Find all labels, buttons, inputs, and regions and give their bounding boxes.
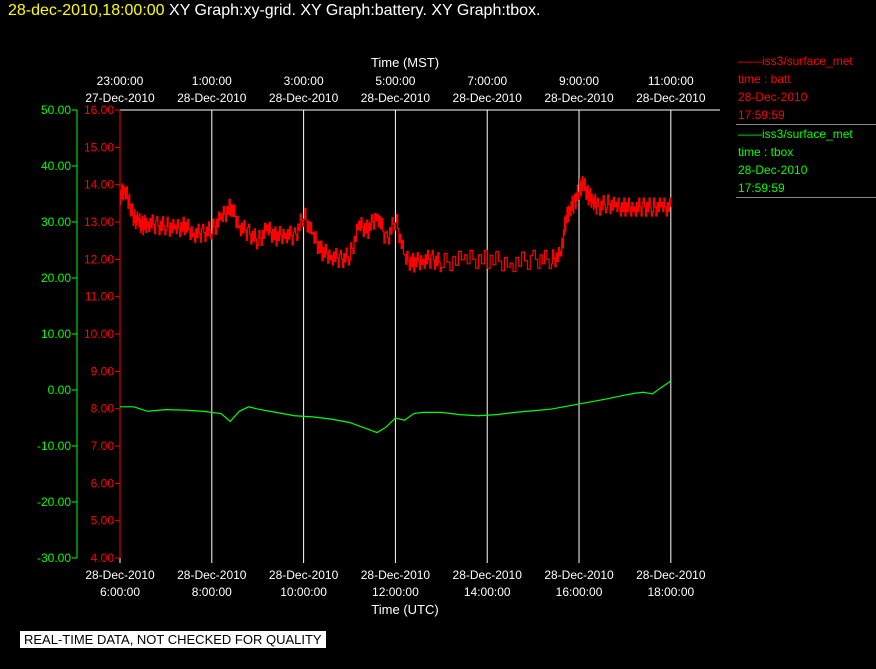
- x-top-tick-label-time: 1:00:00: [192, 74, 232, 88]
- series-line-batt: [119, 176, 672, 273]
- legend-separator: [736, 197, 876, 198]
- quality-disclaimer: REAL-TIME DATA, NOT CHECKED FOR QUALITY: [20, 631, 326, 648]
- x-top-tick-label-date: 28-Dec-2010: [636, 91, 706, 105]
- x-top-tick-label-date: 28-Dec-2010: [269, 91, 339, 105]
- x-top-tick-label-date: 28-Dec-2010: [453, 91, 523, 105]
- x-top-tick-label-date: 28-Dec-2010: [544, 91, 614, 105]
- legend-variable-tbox: time : tbox: [738, 145, 794, 159]
- x-bottom-axis-title: Time (UTC): [371, 602, 438, 617]
- y-tick-label-tbox: 30.00: [41, 215, 71, 229]
- graph-header: 28-dec-2010,18:00:00 XY Graph:xy-grid. X…: [8, 2, 540, 20]
- legend-date-tbox: 28-Dec-2010: [738, 163, 808, 177]
- y-tick-label-batt: 6.00: [91, 476, 115, 490]
- y-tick-label-tbox: -30.00: [37, 551, 71, 565]
- legend-time-batt: 17:59:59: [738, 108, 785, 122]
- legend-separator: [736, 124, 876, 125]
- x-tick-label-date: 28-Dec-2010: [453, 568, 523, 582]
- x-top-tick-label-date: 28-Dec-2010: [361, 91, 431, 105]
- legend-date-batt: 28-Dec-2010: [738, 90, 808, 104]
- y-tick-label-batt: 12.00: [84, 252, 114, 266]
- y-tick-label-batt: 8.00: [91, 402, 115, 416]
- header-timestamp: 28-dec-2010,18:00:00: [8, 2, 165, 19]
- y-tick-label-batt: 4.00: [91, 551, 115, 565]
- y-tick-label-tbox: -20.00: [37, 495, 71, 509]
- x-tick-label-date: 28-Dec-2010: [544, 568, 614, 582]
- x-tick-label-time: 12:00:00: [372, 585, 419, 599]
- y-tick-label-batt: 13.00: [84, 215, 114, 229]
- y-tick-label-tbox: 10.00: [41, 327, 71, 341]
- y-tick-label-tbox: 40.00: [41, 159, 71, 173]
- legend-variable-batt: time : batt: [738, 72, 791, 86]
- x-top-tick-label-time: 9:00:00: [559, 74, 599, 88]
- x-tick-label-date: 28-Dec-2010: [361, 568, 431, 582]
- x-tick-label-time: 6:00:00: [100, 585, 140, 599]
- x-tick-label-time: 18:00:00: [647, 585, 694, 599]
- y-tick-label-batt: 14.00: [84, 178, 114, 192]
- y-tick-label-batt: 16.00: [84, 103, 114, 117]
- y-tick-label-tbox: 0.00: [48, 383, 72, 397]
- legend-swatch-tbox: ——: [738, 127, 762, 141]
- x-tick-label-date: 28-Dec-2010: [269, 568, 339, 582]
- x-tick-label-time: 14:00:00: [464, 585, 511, 599]
- x-tick-label-date: 28-Dec-2010: [85, 568, 155, 582]
- x-tick-label-time: 10:00:00: [280, 585, 327, 599]
- x-top-axis-title: Time (MST): [371, 55, 439, 70]
- x-top-tick-label-time: 7:00:00: [467, 74, 507, 88]
- legend-time-tbox: 17:59:59: [738, 181, 785, 195]
- legend-item-tbox: ——iss3/surface_met time : tbox 28-Dec-20…: [736, 125, 876, 197]
- y-tick-label-batt: 7.00: [91, 439, 115, 453]
- y-tick-label-batt: 9.00: [91, 364, 115, 378]
- legend-swatch-batt: ——: [738, 54, 762, 68]
- x-tick-label-time: 16:00:00: [556, 585, 603, 599]
- legend-item-batt: ——iss3/surface_met time : batt 28-Dec-20…: [736, 52, 876, 124]
- x-tick-label-date: 28-Dec-2010: [636, 568, 706, 582]
- x-top-tick-label-time: 3:00:00: [284, 74, 324, 88]
- legend-source-batt: iss3/surface_met: [762, 54, 853, 68]
- y-tick-label-batt: 11.00: [85, 290, 114, 304]
- y-tick-label-batt: 15.00: [84, 140, 114, 154]
- x-top-tick-label-time: 23:00:00: [97, 74, 144, 88]
- x-tick-label-date: 28-Dec-2010: [177, 568, 247, 582]
- y-tick-label-batt: 10.00: [84, 327, 114, 341]
- x-top-tick-label-date: 27-Dec-2010: [85, 91, 155, 105]
- x-tick-label-time: 8:00:00: [192, 585, 232, 599]
- header-graph-list: XY Graph:xy-grid. XY Graph:battery. XY G…: [169, 2, 541, 19]
- x-top-tick-label-time: 11:00:00: [648, 74, 694, 88]
- x-top-tick-label-time: 5:00:00: [375, 74, 415, 88]
- legend: ——iss3/surface_met time : batt 28-Dec-20…: [736, 52, 876, 198]
- series-line-tbox: [120, 380, 672, 434]
- y-tick-label-batt: 5.00: [91, 514, 115, 528]
- y-tick-label-tbox: 20.00: [41, 271, 71, 285]
- y-tick-label-tbox: -10.00: [37, 439, 71, 453]
- x-top-tick-label-date: 28-Dec-2010: [177, 91, 247, 105]
- y-tick-label-tbox: 50.00: [41, 103, 71, 117]
- legend-source-tbox: iss3/surface_met: [762, 127, 853, 141]
